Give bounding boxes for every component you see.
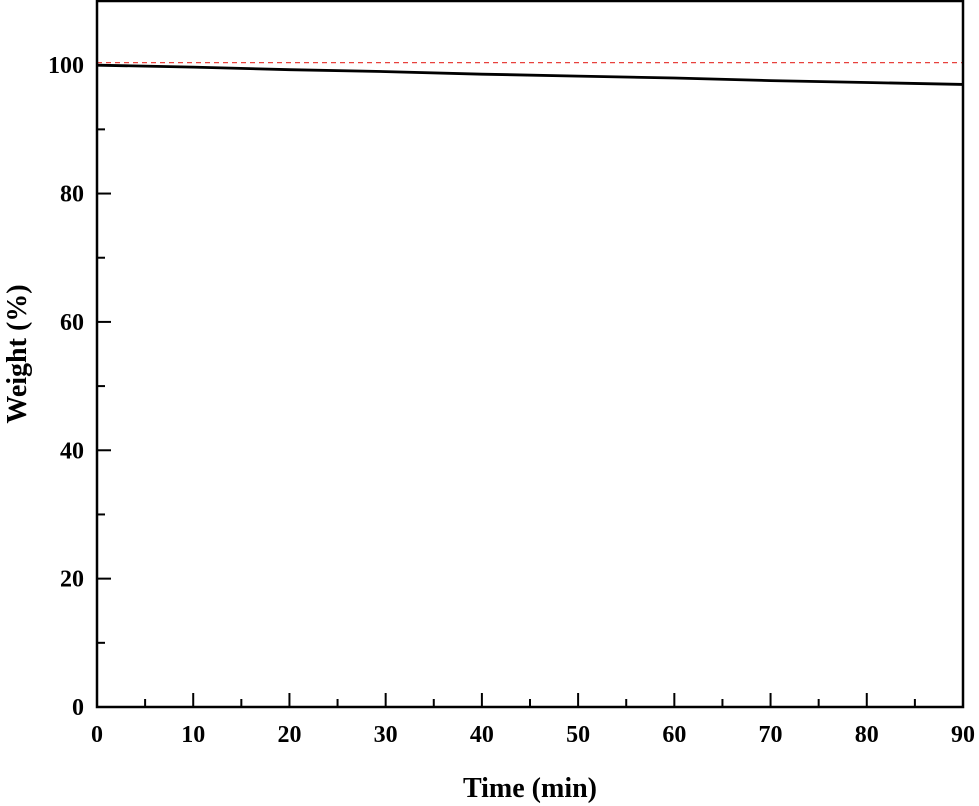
x-tick-label: 70 xyxy=(759,722,783,748)
y-tick-label: 100 xyxy=(48,53,84,79)
x-tick-label: 80 xyxy=(855,722,879,748)
x-tick-label: 40 xyxy=(470,722,494,748)
weight-curve xyxy=(96,63,964,86)
x-tick-label: 30 xyxy=(374,722,398,748)
y-axis-tick-labels: 0 20 40 60 80 100 xyxy=(48,53,84,721)
x-tick-label: 60 xyxy=(662,722,686,748)
y-tick-label: 60 xyxy=(60,310,84,336)
y-tick-label: 0 xyxy=(72,695,84,721)
y-axis-title: Weight (%) xyxy=(2,284,33,423)
x-tick-label: 10 xyxy=(181,722,205,748)
x-axis-title: Time (min) xyxy=(463,773,597,804)
plot-lines xyxy=(96,62,964,86)
x-tick-label: 0 xyxy=(91,722,103,748)
x-axis-tick-labels: 0 10 20 30 40 50 60 70 80 90 xyxy=(91,722,975,748)
y-tick-label: 20 xyxy=(60,567,84,593)
x-tick-label: 20 xyxy=(277,722,301,748)
plot-frame xyxy=(95,0,965,709)
x-tick-label: 50 xyxy=(566,722,590,748)
y-axis-ticks xyxy=(97,0,111,708)
x-axis-ticks xyxy=(96,693,964,707)
x-tick-label: 90 xyxy=(951,722,975,748)
y-tick-label: 80 xyxy=(60,182,84,208)
y-tick-label: 40 xyxy=(60,438,84,464)
